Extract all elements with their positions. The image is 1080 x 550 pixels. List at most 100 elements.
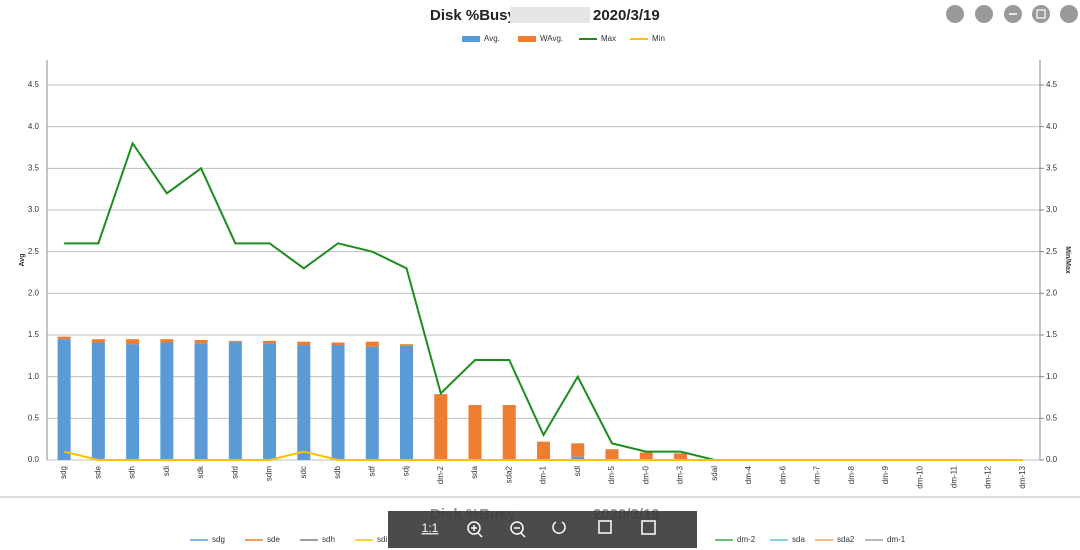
bar (263, 340, 277, 344)
y-tick-label: 1.5 (28, 330, 40, 339)
x-tick-label: sdm (265, 466, 274, 481)
y-tick-label: 2.0 (28, 288, 40, 297)
x-tick-label: dm-4 (744, 465, 753, 484)
legend-label: sdi (377, 535, 387, 544)
x-tick-label: dm-2 (436, 465, 445, 484)
y-tick-label: 2.5 (28, 247, 40, 256)
bar (91, 339, 105, 343)
line-series (64, 141, 1023, 461)
legend-swatch (518, 36, 536, 42)
y-tick-label: 3.0 (28, 205, 40, 214)
x-tick-label: dm-10 (915, 465, 924, 488)
y-tick-label: 1.0 (28, 372, 40, 381)
y-tick-label: 3.5 (28, 163, 40, 172)
y-tick-label: 4.0 (28, 122, 40, 131)
x-tick-label: dm-5 (607, 465, 616, 484)
chart-title: Disk %Busy (430, 7, 517, 24)
line-series (63, 450, 1023, 461)
bar (57, 339, 71, 460)
y-tick-label: 4.5 (28, 80, 40, 89)
bar (365, 346, 379, 460)
bar (194, 340, 208, 344)
bar (468, 405, 482, 460)
y2-tick-label: 3.0 (1046, 205, 1058, 214)
y2-tick-label: 2.5 (1046, 247, 1058, 256)
x-tick-label: sdi (162, 466, 171, 476)
toolbar: 1:1 (388, 511, 697, 548)
bar (639, 452, 653, 460)
crop[interactable] (598, 520, 612, 534)
bar (160, 339, 174, 343)
x-tick-label: sdk (196, 465, 205, 478)
bar (126, 344, 140, 460)
x-tick-label: sda2 (504, 465, 513, 483)
x-tick-label: sde (93, 465, 102, 478)
legend-label: dm-2 (737, 535, 756, 544)
x-tick-label: dm-9 (881, 465, 890, 484)
bar (434, 394, 448, 460)
bar (571, 456, 585, 460)
bar (365, 341, 379, 347)
window-buttons (946, 5, 1078, 23)
legend-label: sde (267, 535, 280, 544)
y2-axis-label: Min/Max (1064, 246, 1071, 274)
bar (263, 343, 277, 460)
x-tick-label: sdc (299, 466, 308, 478)
x-tick-label: dm-3 (676, 465, 685, 484)
legend-label: Min (652, 34, 665, 43)
x-tick-label: sda (470, 465, 479, 478)
bar (502, 405, 516, 460)
zoom-reset[interactable]: 1:1 (422, 521, 439, 535)
x-tick-label: sdb (333, 465, 342, 478)
x-tick-label: dm-6 (778, 465, 787, 484)
maximize-button[interactable] (1032, 5, 1050, 23)
save[interactable] (641, 520, 656, 535)
close-button[interactable] (1060, 5, 1078, 23)
legend-swatch (462, 36, 480, 42)
legend-label: sdh (322, 535, 335, 544)
legend-label: dm-1 (887, 535, 906, 544)
x-tick-label: dm-1 (539, 465, 548, 484)
legend-label: sda2 (837, 535, 855, 544)
bar (194, 343, 208, 460)
y2-tick-label: 2.0 (1046, 288, 1058, 297)
y-tick-label: 0.5 (28, 413, 40, 422)
y2-tick-label: 1.0 (1046, 372, 1058, 381)
bar (160, 342, 174, 460)
bar (228, 340, 242, 342)
legend-label: sdg (212, 535, 225, 544)
bar (331, 345, 345, 460)
pin-button[interactable] (975, 5, 993, 23)
bar (605, 449, 619, 460)
bar (400, 345, 414, 460)
x-tick-label: sdj (402, 466, 411, 476)
x-tick-label: sdd (230, 466, 239, 479)
bar (228, 341, 242, 460)
legend-label: Avg. (484, 34, 500, 43)
chart-date: 2020/3/19 (593, 7, 660, 24)
x-tick-label: sdh (128, 466, 137, 479)
x-tick-label: dm-12 (984, 465, 993, 488)
bar (536, 441, 551, 460)
rotate[interactable] (552, 521, 566, 534)
bar (297, 345, 311, 460)
bar (571, 443, 585, 457)
x-tick-label: dm-11 (950, 465, 959, 488)
bar (673, 453, 687, 460)
y-tick-label: 0.0 (28, 455, 40, 464)
x-tick-label: dm-7 (813, 465, 822, 484)
bar (57, 336, 71, 340)
legend-label: WAvg. (540, 34, 563, 43)
skin-button[interactable] (946, 5, 964, 23)
legend-label: Max (601, 34, 616, 43)
zoom-out[interactable] (510, 521, 524, 535)
x-tick-label: dm-0 (641, 465, 650, 484)
y2-tick-label: 4.0 (1046, 122, 1058, 131)
x-tick-label: dm-13 (1018, 465, 1027, 488)
legend-label: sda (792, 535, 805, 544)
zoom-in[interactable] (467, 521, 481, 535)
bar (331, 342, 345, 345)
y2-tick-label: 4.5 (1046, 80, 1058, 89)
blurred-text (510, 7, 590, 23)
